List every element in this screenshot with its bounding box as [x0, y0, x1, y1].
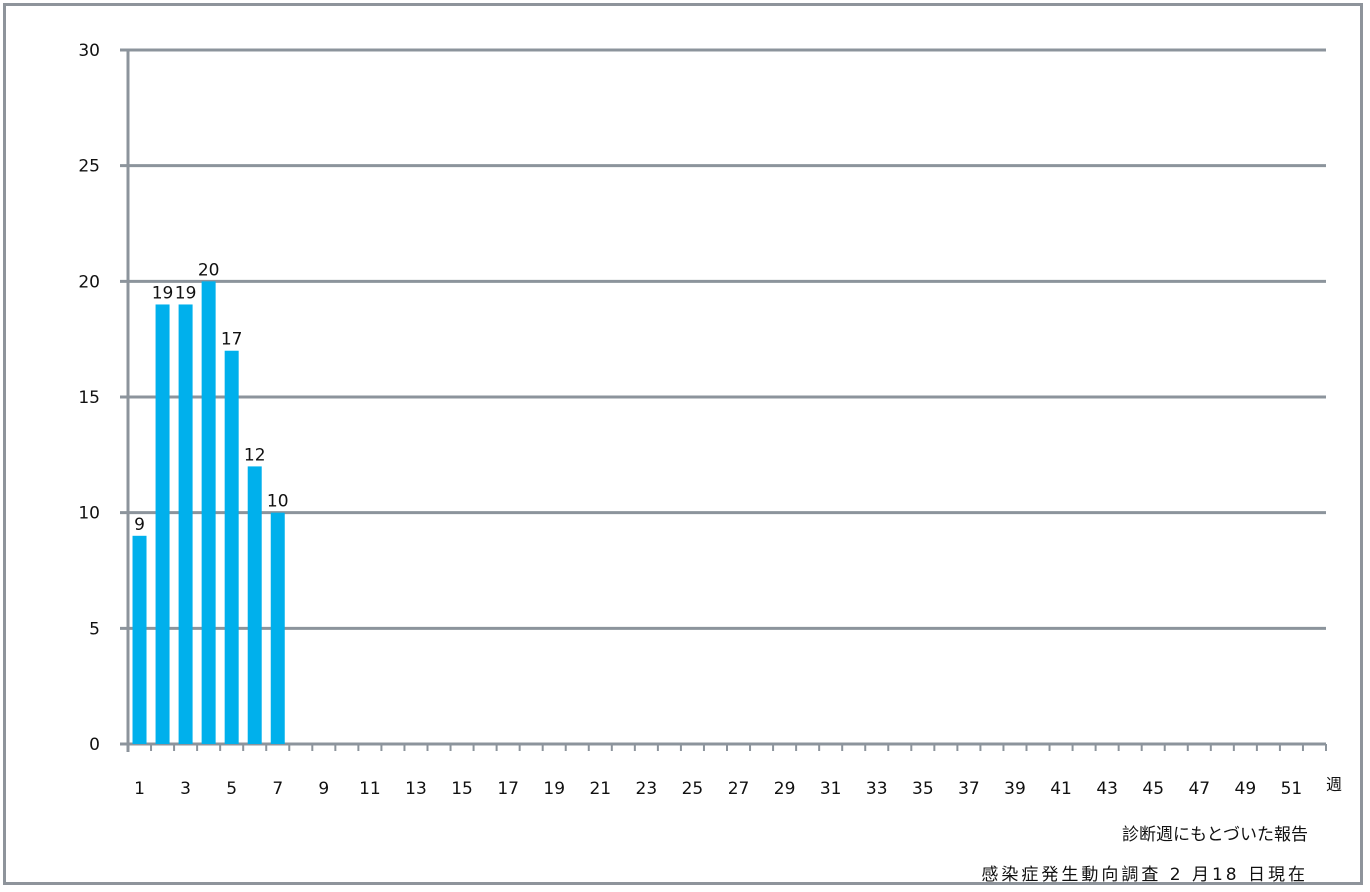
x-tick-label: 39	[1004, 779, 1026, 799]
data-label: 10	[267, 492, 289, 512]
x-axis-title: 週	[1326, 775, 1342, 794]
x-tick-label: 27	[728, 779, 750, 799]
bar	[224, 350, 239, 744]
bar	[155, 304, 170, 744]
data-label: 20	[198, 260, 220, 280]
data-label: 12	[244, 445, 266, 465]
x-tick-label: 11	[359, 779, 381, 799]
x-tick-label: 45	[1142, 779, 1164, 799]
y-tick-label: 25	[78, 157, 100, 177]
x-tick-label: 23	[636, 779, 658, 799]
x-tick-label: 33	[866, 779, 888, 799]
x-tick-label: 43	[1096, 779, 1118, 799]
x-tick-label: 5	[226, 779, 237, 799]
x-tick-label: 47	[1188, 779, 1210, 799]
x-tick-label: 9	[318, 779, 329, 799]
x-tick-label: 21	[589, 779, 611, 799]
y-tick-label: 0	[89, 735, 100, 755]
chart-frame: 0 5 10 15 20 25 30 1 3 5 7 9 11 13 15 17 19 21 23 25 27 29 31 3…	[3, 3, 1363, 885]
report-basis-note: 診断週にもとづいた報告	[1122, 825, 1308, 845]
data-label: 19	[152, 283, 174, 303]
bar	[270, 512, 285, 744]
bar	[132, 535, 147, 744]
bar	[178, 304, 193, 744]
y-tick-label: 30	[78, 41, 100, 61]
x-tick-label: 31	[820, 779, 842, 799]
data-label: 19	[175, 283, 197, 303]
bar	[201, 281, 216, 744]
x-tick-label: 29	[774, 779, 796, 799]
as-of-date-note: 感染症発生動向調査 2 月18 日現在	[981, 865, 1308, 885]
data-label: 17	[221, 330, 243, 350]
x-tick-label: 49	[1235, 779, 1257, 799]
x-tick-label: 41	[1050, 779, 1072, 799]
x-tick-label: 13	[405, 779, 427, 799]
x-tick-label: 25	[682, 779, 704, 799]
x-tick-label: 3	[180, 779, 191, 799]
x-tick-label: 19	[543, 779, 565, 799]
x-tick-label: 51	[1281, 779, 1303, 799]
x-tick-label: 37	[958, 779, 980, 799]
x-tick-label: 7	[272, 779, 283, 799]
y-tick-label: 10	[78, 504, 100, 524]
x-tick-label: 1	[134, 779, 145, 799]
y-tick-label: 20	[78, 272, 100, 292]
x-tick-label: 17	[497, 779, 519, 799]
y-tick-label: 15	[78, 388, 100, 408]
x-tick-label: 15	[451, 779, 473, 799]
data-label: 9	[134, 515, 145, 535]
y-tick-label: 5	[89, 619, 100, 639]
bar	[247, 466, 262, 744]
x-tick-label: 35	[912, 779, 934, 799]
